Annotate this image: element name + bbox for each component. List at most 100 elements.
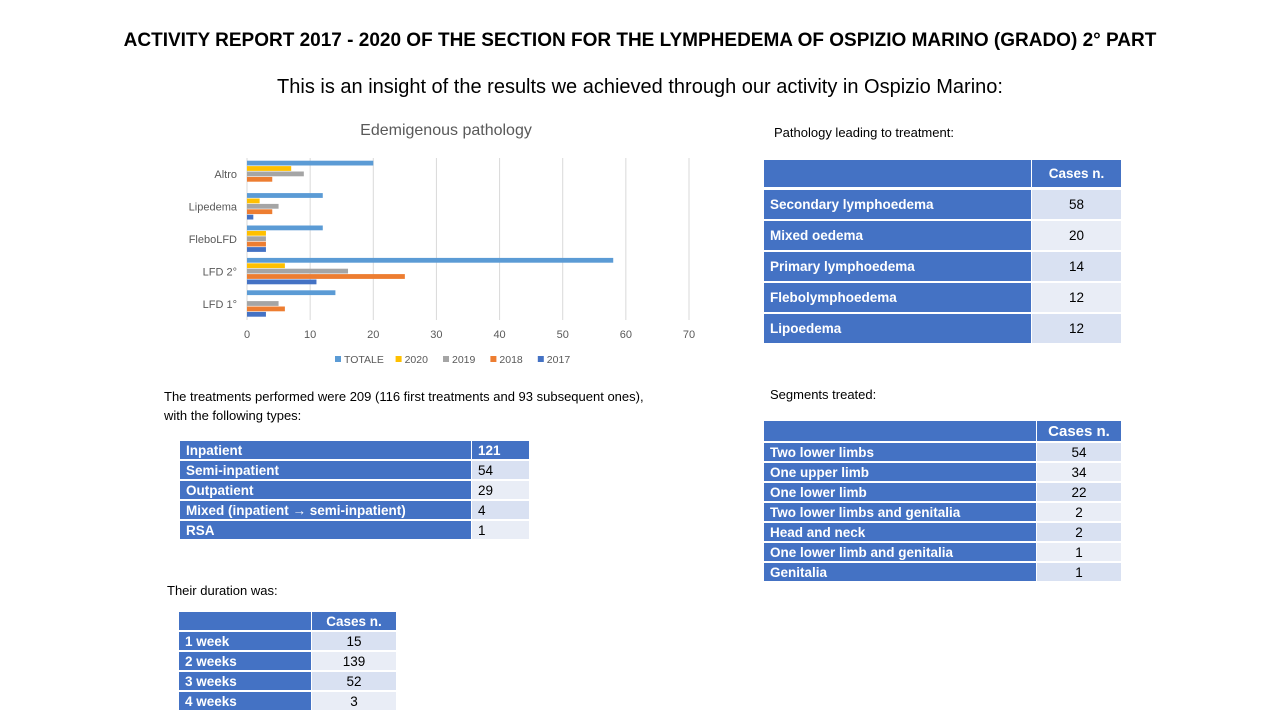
segments-row-label: Genitalia (764, 563, 1037, 583)
pathology-row-value: 14 (1032, 252, 1121, 283)
x-tick-label: 50 (557, 329, 569, 341)
segments-row-value: 1 (1037, 543, 1121, 563)
pathology-row-label: Secondary lymphoedema (764, 190, 1032, 221)
bar-2019 (247, 301, 279, 306)
bar-totale (247, 257, 614, 263)
treatments-row-label: Outpatient (180, 481, 472, 501)
x-tick-label: 40 (493, 329, 505, 341)
treatments-row: RSA 1 (180, 521, 529, 541)
duration-row-value: 3 (312, 692, 396, 712)
bar-2017 (247, 247, 266, 252)
bar-2020 (247, 166, 292, 171)
y-category-label: LFD 1° (203, 299, 237, 311)
segments-row-label: One lower limb and genitalia (764, 543, 1037, 563)
duration-row-value: 52 (312, 672, 396, 692)
segments-row: Two lower limbs 54 (764, 443, 1121, 463)
x-tick-label: 10 (304, 329, 316, 341)
y-category-label: Lipedema (189, 202, 238, 214)
legend-swatch (443, 356, 449, 362)
duration-row-value: 15 (312, 632, 396, 652)
x-tick-label: 70 (683, 329, 695, 341)
treatments-row-label: RSA (180, 521, 472, 541)
segments-row: One lower limb 22 (764, 483, 1121, 503)
legend-swatch (395, 356, 402, 362)
treatments-row: Inpatient 121 (180, 441, 529, 461)
treatments-row-label: Inpatient (180, 441, 472, 461)
legend-label: 2020 (405, 354, 429, 366)
segments-row: One lower limb and genitalia 1 (764, 543, 1121, 563)
bar-2018 (247, 241, 266, 247)
treatments-row-value: 54 (472, 461, 529, 481)
segments-row: Two lower limbs and genitalia 2 (764, 503, 1121, 523)
pathology-header-blank (764, 160, 1032, 190)
bar-2020 (247, 263, 285, 269)
x-tick-label: 20 (367, 329, 379, 341)
legend-label: 2019 (452, 354, 476, 366)
bar-totale (247, 160, 374, 166)
pathology-row: Primary lymphoedema 14 (764, 252, 1121, 283)
chart-title: Edemigenous pathology (360, 122, 532, 139)
treatments-row-value: 4 (472, 501, 529, 521)
segments-row-value: 22 (1037, 483, 1121, 503)
bar-2018 (247, 176, 273, 182)
segments-row-label: Two lower limbs and genitalia (764, 503, 1037, 523)
segments-row: One upper limb 34 (764, 463, 1121, 483)
legend-swatch (537, 356, 544, 362)
pathology-row-label: Lipoedema (764, 314, 1032, 345)
pathology-label: Pathology leading to treatment: (774, 125, 954, 140)
duration-row-label: 3 weeks (179, 672, 312, 692)
pathology-row-value: 58 (1032, 190, 1121, 221)
treatments-text-line1: The treatments performed were 209 (116 f… (164, 389, 644, 404)
bar-2017 (247, 311, 266, 317)
duration-header-blank (179, 612, 312, 632)
bar-totale (247, 193, 323, 198)
segments-row-label: Head and neck (764, 523, 1037, 543)
treatments-row: Mixed (inpatient → semi-inpatient) 4 (180, 501, 529, 521)
segments-row-value: 2 (1037, 523, 1121, 543)
x-tick-label: 30 (430, 329, 442, 341)
pathology-row-label: Mixed oedema (764, 221, 1032, 252)
y-category-label: Altro (214, 169, 237, 181)
treatments-row-value: 29 (472, 481, 529, 501)
bar-2020 (247, 198, 260, 204)
bar-2018 (247, 274, 405, 279)
bar-totale (247, 225, 323, 231)
bar-2019 (247, 236, 266, 242)
legend-label: 2017 (547, 354, 571, 366)
page-subtitle: This is an insight of the results we ach… (277, 76, 1003, 98)
duration-row-label: 2 weeks (179, 652, 312, 672)
treatments-text-line2: with the following types: (164, 408, 302, 423)
legend-swatch (335, 356, 341, 362)
segments-row-label: One lower limb (764, 483, 1037, 503)
bar-2017 (247, 214, 254, 220)
duration-row-label: 1 week (179, 632, 312, 652)
segments-row-label: Two lower limbs (764, 443, 1037, 463)
treatments-row-value: 1 (472, 521, 529, 541)
duration-header-row: Cases n. (179, 612, 396, 632)
segments-row: Head and neck 2 (764, 523, 1121, 543)
pathology-table: Cases n. Secondary lymphoedema 58 Mixed oe… (764, 160, 1121, 345)
y-category-label: FleboLFD (189, 234, 237, 246)
pathology-row-value: 12 (1032, 283, 1121, 314)
x-tick-label: 0 (244, 329, 250, 341)
segments-row-label: One upper limb (764, 463, 1037, 483)
treatments-row-label: Mixed (inpatient → semi-inpatient) (180, 501, 472, 521)
pathology-row-label: Primary lymphoedema (764, 252, 1032, 283)
segments-label: Segments treated: (770, 387, 877, 402)
segments-row-value: 54 (1037, 443, 1121, 463)
segments-row: Genitalia 1 (764, 563, 1121, 583)
duration-row: 1 week 15 (179, 632, 396, 652)
legend-label: TOTALE (344, 354, 384, 366)
treatments-row: Outpatient 29 (180, 481, 529, 501)
bar-2019 (247, 203, 279, 209)
treatments-row: Semi-inpatient 54 (180, 461, 529, 481)
duration-row: 3 weeks 52 (179, 672, 396, 692)
segments-header-row: Cases n. (764, 421, 1121, 443)
segments-header-blank (764, 421, 1037, 443)
bar-chart: 0 10 20 30 40 50 60 70 Altro Lipedema FleboLFD LFD … (189, 158, 695, 366)
segments-row-value: 2 (1037, 503, 1121, 523)
segments-table: Cases n. Two lower limbs 54 One upper limb… (764, 421, 1121, 583)
legend-label: 2018 (499, 354, 523, 366)
treatments-table: Inpatient 121 Semi-inpatient 54 Outpatient 29… (180, 441, 529, 541)
duration-row: 2 weeks 139 (179, 652, 396, 672)
